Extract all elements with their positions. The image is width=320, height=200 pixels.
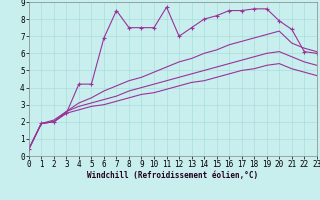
X-axis label: Windchill (Refroidissement éolien,°C): Windchill (Refroidissement éolien,°C) — [87, 171, 258, 180]
